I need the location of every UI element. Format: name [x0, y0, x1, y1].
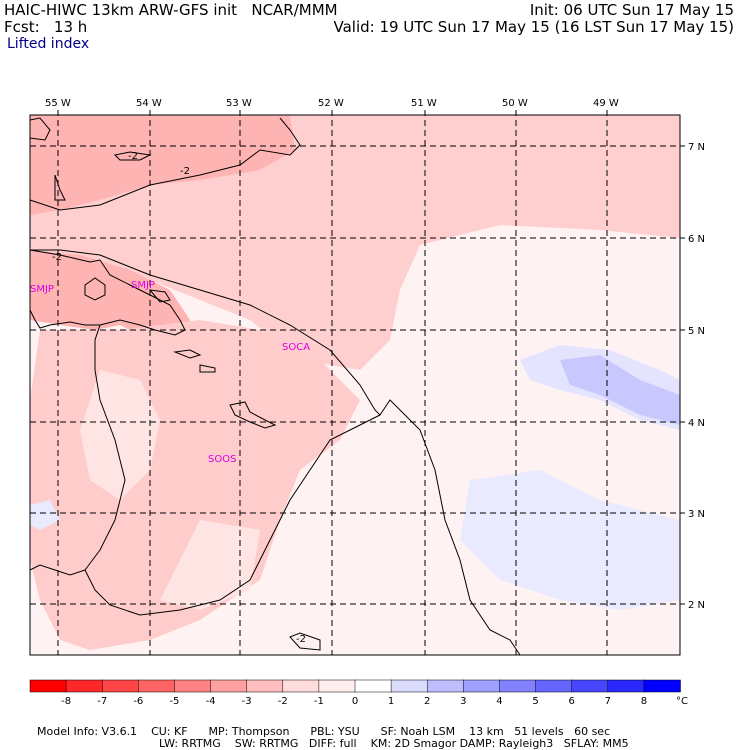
model-info-line2: LW: RRTMG SW: RRTMG DIFF: full KM: 2D Sm…: [152, 724, 629, 750]
colorbar-tick-label: 3: [460, 696, 466, 707]
colorbar-tick-label: -2: [278, 696, 288, 707]
lat-label: 4 N: [688, 418, 705, 429]
map-frame: [29, 114, 681, 656]
colorbar-swatch: [499, 679, 537, 693]
longitude-labels: 55 W 54 W 53 W 52 W 51 W 50 W 49 W: [45, 98, 619, 109]
lon-label: 52 W: [318, 98, 344, 109]
colorbar-tick-label: -6: [133, 696, 143, 707]
colorbar-swatch: [354, 679, 392, 693]
field-name: Lifted index: [7, 36, 90, 52]
contour-label: -2: [52, 252, 62, 263]
colorbar-swatch: [210, 679, 248, 693]
colorbar-unit: °C: [676, 696, 688, 707]
footer-item: 60 sec: [574, 725, 611, 738]
colorbar-swatch: [426, 679, 465, 693]
colorbar-tick-label: -7: [97, 696, 107, 707]
footer-item: CU: KF: [151, 725, 188, 738]
station-label: SMJP: [30, 284, 54, 295]
colorbar-tick-label: 0: [352, 696, 358, 707]
colorbar-tick-label: 1: [388, 696, 394, 707]
colorbar-tick-label: 7: [605, 696, 611, 707]
footer-item: DIFF: full: [308, 737, 357, 750]
graticule: [30, 110, 685, 655]
lon-label: 54 W: [136, 98, 162, 109]
colorbar-tick-label: 6: [568, 696, 574, 707]
colorbar-tick-label: -3: [242, 696, 252, 707]
lat-label: 7 N: [688, 142, 705, 153]
lon-label: 51 W: [411, 98, 437, 109]
lat-label: 6 N: [688, 234, 705, 245]
valid-time: Valid: 19 UTC Sun 17 May 15 (16 LST Sun …: [333, 18, 734, 36]
colorbar-tick-label: -8: [61, 696, 71, 707]
footer-item: LW: RRTMG: [159, 737, 221, 750]
lifted-index-field: [30, 115, 680, 655]
colorbar-tick-label: -5: [169, 696, 179, 707]
contour-label: -2: [296, 634, 306, 645]
colorbar-swatch: [571, 679, 609, 693]
colorbar-tick-label: -1: [314, 696, 324, 707]
colorbar-swatch: [607, 679, 645, 693]
footer-item: KM: 2D Smagor: [370, 737, 457, 750]
forecast-hour: Fcst: 13 h: [4, 18, 88, 36]
colorbar-tick-label: 8: [641, 696, 647, 707]
contour-label: -2: [180, 166, 190, 177]
model-title: HAIC-HIWC 13km ARW-GFS init NCAR/MMM: [4, 1, 338, 19]
colorbar-swatch: [318, 679, 356, 693]
colorbar-swatch: [643, 679, 681, 693]
footer-item: Model Info: V3.6.1: [37, 725, 138, 738]
colorbar-tick-label: 5: [532, 696, 538, 707]
contour-label: -2: [128, 151, 138, 162]
station-label: SOOS: [208, 454, 236, 465]
station-label: SMJP: [131, 280, 155, 291]
lat-label: 5 N: [688, 326, 705, 337]
coastline: [29, 249, 521, 656]
lon-label: 49 W: [593, 98, 619, 109]
latitude-labels: 7 N 6 N 5 N 4 N 3 N 2 N: [688, 142, 705, 611]
station-labels: SMJP SMJP SOCA SOOS: [30, 280, 310, 465]
colorbar: -8 -7 -6 -5 -4 -3 -2 -1 0 1 2 3 4 5 6 7 8 °C: [29, 679, 688, 707]
lat-label: 3 N: [688, 509, 705, 520]
colorbar-swatch: [29, 679, 67, 693]
lon-label: 53 W: [226, 98, 252, 109]
footer-item: SF: Noah LSM: [380, 725, 456, 738]
colorbar-swatch: [463, 679, 501, 693]
footer-item: DAMP: Rayleigh3: [459, 737, 554, 750]
colorbar-swatch: [390, 679, 428, 693]
station-label: SOCA: [282, 342, 310, 353]
colorbar-tick-label: -4: [206, 696, 216, 707]
colorbar-swatch: [174, 679, 212, 693]
colorbar-swatch: [138, 679, 176, 693]
contour-labels: -2 -2 -2 -2: [52, 151, 306, 645]
footer-item: MP: Thompson: [208, 725, 290, 738]
colorbar-swatch: [101, 679, 140, 693]
init-time: Init: 06 UTC Sun 17 May 15: [529, 1, 734, 19]
colorbar-swatch: [535, 679, 573, 693]
footer-item: SW: RRTMG: [234, 737, 299, 750]
colorbar-swatch: [65, 679, 103, 693]
lon-label: 55 W: [45, 98, 71, 109]
footer-item: SFLAY: MM5: [563, 737, 629, 750]
lon-label: 50 W: [502, 98, 528, 109]
colorbar-swatch: [282, 679, 320, 693]
footer-item: PBL: YSU: [310, 725, 360, 738]
footer-item: 13 km: [469, 725, 504, 738]
colorbar-tick-label: 4: [496, 696, 502, 707]
model-info-line1: Model Info: V3.6.1 CU: KF MP: Thompson P…: [30, 712, 610, 738]
lat-label: 2 N: [688, 600, 705, 611]
colorbar-swatch: [246, 679, 284, 693]
colorbar-tick-label: 2: [424, 696, 430, 707]
footer-item: 51 levels: [514, 725, 564, 738]
